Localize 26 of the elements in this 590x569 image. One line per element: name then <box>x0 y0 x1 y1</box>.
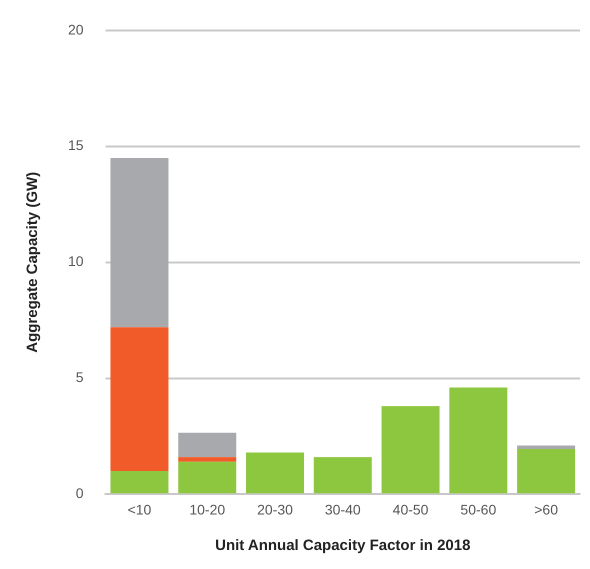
x-tick-label: 30-40 <box>324 501 361 518</box>
x-tick-label: >60 <box>534 501 558 518</box>
bar <box>246 452 304 494</box>
bar <box>449 388 508 494</box>
bar <box>517 448 576 494</box>
bar <box>517 446 576 449</box>
y-tick-label: 20 <box>68 21 84 38</box>
bar <box>110 327 168 472</box>
bar <box>178 462 236 494</box>
x-tick-label: 50-60 <box>460 501 496 518</box>
bar <box>110 471 168 494</box>
x-tick-label: <10 <box>128 501 152 518</box>
x-tick-label: 10-20 <box>189 501 226 518</box>
bar <box>178 457 236 462</box>
x-axis-title: Unit Annual Capacity Factor in 2018 <box>215 537 470 554</box>
y-tick-label: 15 <box>68 137 84 154</box>
y-tick-label: 0 <box>76 485 84 502</box>
x-tick-label: 20-30 <box>257 501 294 518</box>
bar <box>382 406 440 494</box>
y-axis-title: Aggregate Capacity (GW) <box>24 172 42 353</box>
bar <box>314 457 372 494</box>
bar <box>110 158 168 328</box>
x-tick-label: 40-50 <box>392 501 429 518</box>
y-tick-label: 10 <box>68 253 84 270</box>
y-tick-label: 5 <box>76 369 84 386</box>
bar <box>178 432 236 458</box>
